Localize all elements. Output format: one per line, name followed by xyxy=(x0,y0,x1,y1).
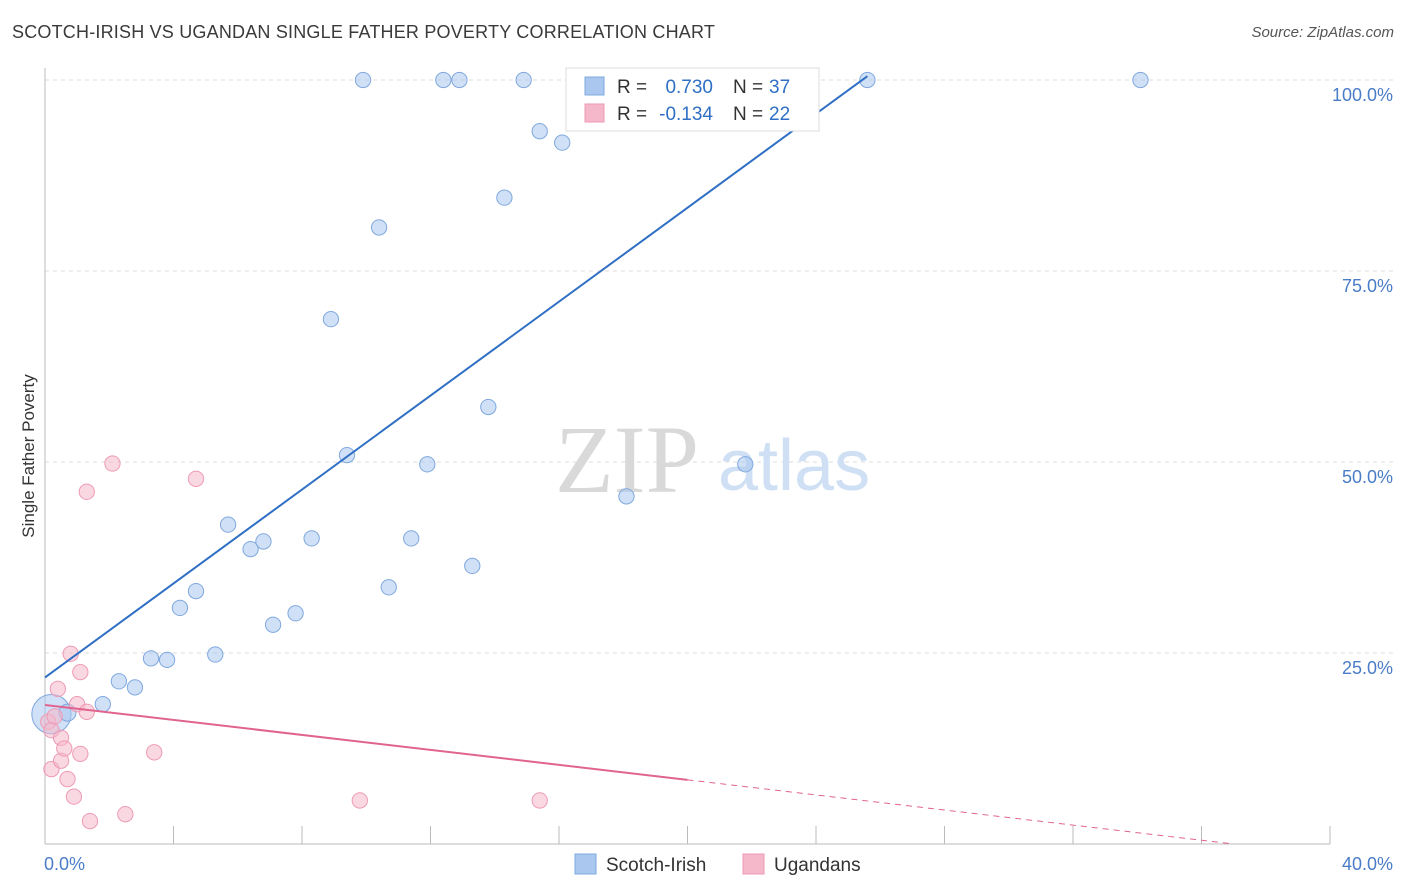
data-point-ugandans xyxy=(72,745,89,762)
data-point-ugandans xyxy=(81,812,99,830)
stats-n-value: 37 xyxy=(769,77,790,98)
trend-line-dashed-ugandans xyxy=(687,779,1234,845)
source-credit: Source: ZipAtlas.com xyxy=(1251,24,1394,41)
data-point-ugandans xyxy=(531,792,548,809)
data-point-scotch-irish xyxy=(403,530,420,547)
y-tick-label: 50.0% xyxy=(1342,467,1393,487)
data-point-scotch-irish xyxy=(219,516,237,533)
watermark: ZIP atlas xyxy=(555,406,870,513)
data-point-ugandans xyxy=(59,770,76,788)
data-point-scotch-irish xyxy=(207,646,224,663)
data-points xyxy=(31,71,1149,830)
stats-n-label: N = xyxy=(733,77,763,98)
y-axis-label: Single Father Poverty xyxy=(19,374,38,538)
data-point-ugandans xyxy=(49,680,66,698)
legend-swatch-scotch-irish xyxy=(574,853,597,875)
y-tick-label: 25.0% xyxy=(1342,658,1393,678)
data-point-scotch-irish xyxy=(370,219,388,236)
data-point-scotch-irish xyxy=(515,71,532,89)
trend-lines xyxy=(44,75,1234,845)
data-point-ugandans xyxy=(351,792,368,809)
data-point-ugandans xyxy=(65,788,83,805)
legend: Scotch-Irish Ugandans xyxy=(574,853,861,876)
chart-title: SCOTCH-IRISH VS UGANDAN SINGLE FATHER PO… xyxy=(12,22,716,42)
legend-label-ugandans: Ugandans xyxy=(774,855,861,876)
stats-r-value: -0.134 xyxy=(659,104,713,125)
y-tick-label: 75.0% xyxy=(1342,276,1393,296)
data-point-scotch-irish xyxy=(242,540,259,558)
data-point-scotch-irish xyxy=(354,71,372,89)
stats-n-label: N = xyxy=(733,104,763,125)
stats-r-label: R = xyxy=(617,104,647,125)
data-point-scotch-irish xyxy=(531,123,548,140)
data-point-ugandans xyxy=(117,806,134,823)
data-point-scotch-irish xyxy=(419,456,436,473)
y-tick-label: 100.0% xyxy=(1332,85,1393,105)
trend-line-ugandans xyxy=(44,703,688,781)
stats-n-value: 22 xyxy=(769,104,790,125)
data-point-scotch-irish xyxy=(480,398,497,416)
grid-lines xyxy=(45,79,1395,654)
data-point-scotch-irish xyxy=(435,71,452,89)
x-tick-label: 40.0% xyxy=(1342,854,1393,874)
stats-r-value: 0.730 xyxy=(665,77,713,98)
data-point-ugandans xyxy=(78,483,95,500)
stats-box: R = 0.730 N = 37 R = -0.134 N = 22 xyxy=(565,67,820,132)
data-point-scotch-irish xyxy=(126,679,144,696)
data-point-scotch-irish xyxy=(264,616,282,633)
stats-r-label: R = xyxy=(617,77,647,98)
data-point-scotch-irish xyxy=(737,456,754,473)
data-point-scotch-irish xyxy=(94,696,111,713)
data-point-scotch-irish xyxy=(110,673,128,690)
data-point-ugandans xyxy=(104,455,121,472)
data-point-scotch-irish xyxy=(187,582,205,600)
data-point-scotch-irish xyxy=(142,650,160,667)
data-point-ugandans xyxy=(72,663,89,681)
data-point-ugandans xyxy=(78,703,95,720)
stats-box-frame xyxy=(565,67,820,132)
legend-swatch-ugandans xyxy=(742,853,765,875)
data-point-ugandans xyxy=(56,740,73,757)
data-point-scotch-irish xyxy=(451,71,468,89)
legend-label-scotch-irish: Scotch-Irish xyxy=(606,855,706,876)
stats-swatch xyxy=(584,103,605,123)
data-point-scotch-irish xyxy=(618,488,635,505)
data-point-scotch-irish xyxy=(287,605,304,622)
data-point-scotch-irish xyxy=(1132,71,1149,89)
tick-labels: 0.0% 40.0% 25.0% 50.0% 75.0% 100.0% xyxy=(44,85,1393,874)
data-point-scotch-irish xyxy=(303,530,320,547)
data-point-scotch-irish xyxy=(464,557,481,575)
data-point-scotch-irish xyxy=(496,189,513,206)
data-point-scotch-irish xyxy=(171,599,189,617)
data-point-scotch-irish xyxy=(380,579,397,596)
data-point-ugandans xyxy=(187,470,205,487)
stats-swatch xyxy=(584,76,605,96)
data-point-scotch-irish xyxy=(158,651,176,669)
data-point-scotch-irish xyxy=(322,310,340,328)
data-point-ugandans xyxy=(46,708,63,725)
data-point-ugandans xyxy=(146,744,163,761)
x-tick-label: 0.0% xyxy=(44,854,85,874)
trend-line-scotch-irish xyxy=(44,75,868,679)
data-point-scotch-irish xyxy=(859,71,876,89)
data-point-scotch-irish xyxy=(554,134,571,151)
data-point-scotch-irish xyxy=(255,533,272,550)
